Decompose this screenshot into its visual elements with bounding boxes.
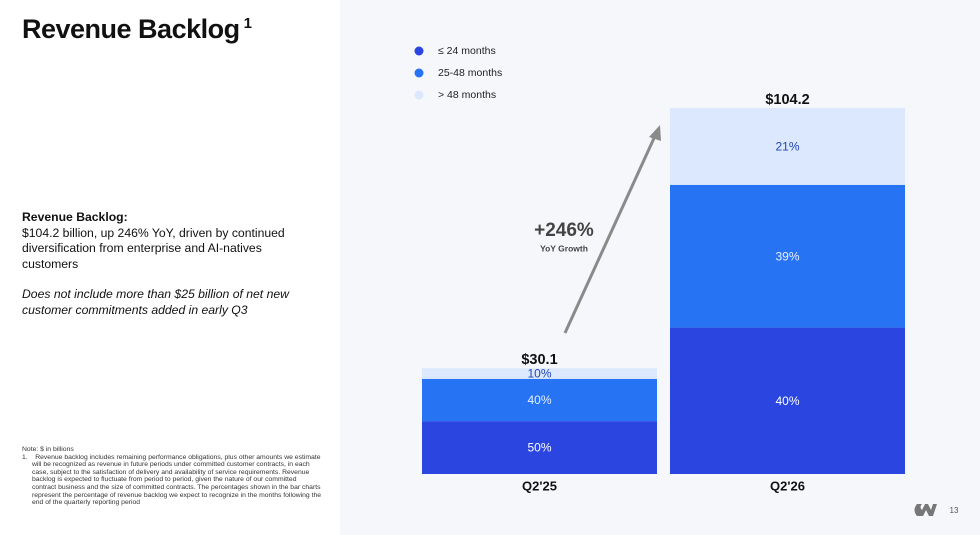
bar-segment: [422, 421, 657, 474]
logo-shape: [914, 504, 937, 516]
legend-label: ≤ 24 months: [438, 45, 496, 57]
segment-label: 39%: [775, 249, 799, 263]
total-label: $30.1: [521, 352, 557, 368]
text-panel: Revenue Backlog 1 Revenue Backlog: $104.2…: [0, 0, 340, 535]
footnote-marker: 1: [243, 15, 252, 32]
legend-swatch: [414, 68, 424, 78]
segment-label: 21%: [775, 140, 799, 154]
legend-label: 25-48 months: [438, 67, 502, 79]
legend-label: > 48 months: [438, 89, 496, 101]
bar-segment: [670, 108, 905, 185]
total-label: $104.2: [765, 92, 809, 108]
footnote-note: Note: $ in billions: [22, 446, 74, 453]
description-body: $104.2 billion, up 246% YoY, driven by c…: [22, 225, 285, 271]
segment-label: 50%: [527, 441, 551, 455]
x-tick-label: Q2'26: [770, 478, 805, 493]
legend-swatch: [414, 46, 424, 56]
segment-label: 10%: [527, 367, 551, 381]
growth-label: YoY Growth: [540, 243, 588, 253]
legend-swatch: [414, 90, 424, 100]
x-tick-label: Q2'25: [522, 478, 557, 493]
description-heading: Revenue Backlog:: [22, 210, 128, 224]
segment-label: 40%: [775, 394, 799, 408]
page-number: 13: [950, 506, 959, 515]
description-note: Does not include more than $25 billion o…: [22, 287, 289, 317]
bar-segment: [422, 368, 657, 379]
title: Revenue Backlog 1: [22, 14, 252, 45]
bar-segment: [422, 378, 657, 422]
footnote-item: 1. Revenue backlog includes remaining pe…: [22, 453, 322, 507]
segment-label: 40%: [527, 393, 551, 407]
growth-value: +246%: [534, 220, 594, 241]
growth-arrow: [563, 135, 657, 334]
bar-segment: [670, 184, 905, 328]
title-text: Revenue Backlog: [22, 14, 240, 44]
footnote: Note: $ in billions 1. Revenue backlog i…: [22, 446, 322, 507]
logo: [914, 504, 937, 516]
bar-segment: [670, 327, 905, 474]
description: Revenue Backlog: $104.2 billion, up 246%…: [22, 210, 292, 318]
arrow-head: [649, 125, 661, 141]
